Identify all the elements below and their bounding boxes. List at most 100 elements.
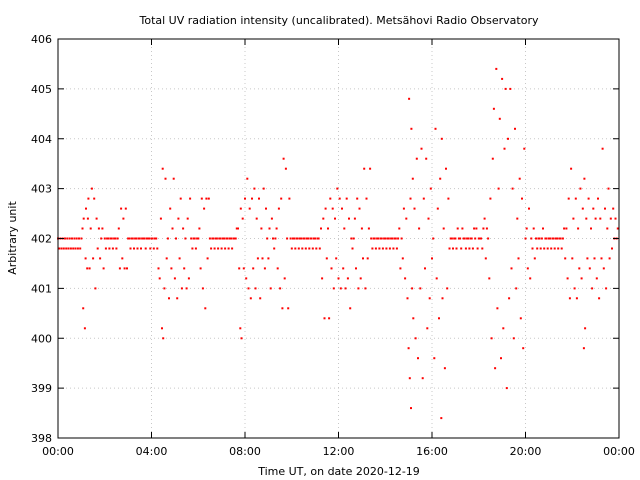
y-tick-label: 400 (31, 332, 52, 345)
data-point (328, 317, 331, 320)
data-point (108, 247, 111, 250)
data-point (192, 237, 195, 240)
data-point (413, 207, 416, 210)
data-point (230, 237, 232, 240)
data-point (524, 237, 527, 240)
data-point (182, 227, 185, 230)
data-point (581, 207, 584, 210)
data-point (180, 287, 183, 290)
data-point (503, 147, 506, 150)
data-point (141, 237, 144, 240)
data-point (198, 227, 201, 230)
data-point (614, 217, 617, 220)
data-point (220, 247, 223, 250)
data-point (161, 327, 163, 330)
data-point (117, 227, 120, 230)
data-point (266, 237, 269, 240)
data-point (570, 167, 573, 170)
data-point (468, 247, 471, 250)
data-point (374, 247, 377, 250)
data-point (325, 257, 328, 260)
data-point (485, 227, 488, 230)
data-point (228, 237, 231, 240)
data-point (126, 267, 128, 270)
data-point (72, 247, 75, 250)
data-point (544, 237, 547, 240)
x-tick-label: 16:00 (416, 445, 448, 458)
data-point (350, 237, 353, 240)
data-point (401, 257, 404, 260)
data-point (157, 267, 160, 270)
data-point (440, 417, 443, 420)
data-point (592, 207, 595, 210)
data-point (339, 287, 342, 290)
data-point (505, 387, 508, 390)
data-point (212, 237, 215, 240)
data-point (321, 277, 324, 280)
data-point (418, 227, 421, 230)
data-point (467, 237, 470, 240)
data-point (284, 167, 287, 170)
data-point (584, 327, 587, 330)
data-point (123, 267, 126, 270)
data-point (302, 237, 305, 240)
data-point (208, 237, 211, 240)
data-point (308, 247, 311, 250)
data-point (384, 237, 387, 240)
data-point (376, 237, 379, 240)
data-point (133, 247, 135, 250)
data-point (446, 287, 449, 290)
data-point (393, 237, 396, 240)
data-point (103, 237, 106, 240)
data-point (571, 257, 574, 260)
x-tick-labels: 00:00 04:00 08:00 12:00 16:00 20:00 00:00 (42, 445, 635, 458)
y-tick-label: 406 (31, 33, 52, 46)
data-point (179, 197, 182, 200)
data-point (129, 247, 132, 250)
data-point (447, 197, 450, 200)
data-point (301, 247, 304, 250)
data-point (187, 277, 190, 280)
data-point (207, 197, 210, 200)
data-point (305, 237, 308, 240)
data-point (519, 317, 522, 320)
data-point (215, 237, 218, 240)
y-axis-label: Arbitrary unit (6, 201, 19, 275)
data-point (421, 377, 424, 380)
data-point (329, 197, 332, 200)
data-point (445, 167, 447, 170)
data-point (69, 247, 72, 250)
data-point (369, 167, 372, 170)
data-point (296, 237, 299, 240)
data-point (356, 197, 359, 200)
data-point (500, 357, 502, 360)
data-point (275, 227, 278, 230)
data-point (137, 237, 140, 240)
data-point (464, 247, 467, 250)
data-point (540, 237, 543, 240)
data-point (335, 257, 338, 260)
data-point (359, 277, 362, 280)
data-point (593, 257, 596, 260)
data-point (516, 217, 519, 220)
data-point (189, 197, 192, 200)
data-point (588, 267, 591, 270)
data-point (87, 197, 90, 200)
data-point (265, 207, 267, 210)
data-point (531, 247, 534, 250)
data-point (205, 197, 208, 200)
data-point (110, 237, 113, 240)
grid-lines (58, 39, 619, 438)
data-point (121, 257, 124, 260)
data-point (586, 257, 589, 260)
data-point (526, 267, 529, 270)
data-point (575, 297, 578, 300)
data-point (585, 217, 588, 220)
data-point (474, 237, 477, 240)
data-point (424, 267, 426, 270)
data-point (176, 297, 179, 300)
data-point (470, 237, 473, 240)
data-point (84, 257, 87, 260)
data-point (577, 227, 580, 230)
data-point (104, 247, 107, 250)
